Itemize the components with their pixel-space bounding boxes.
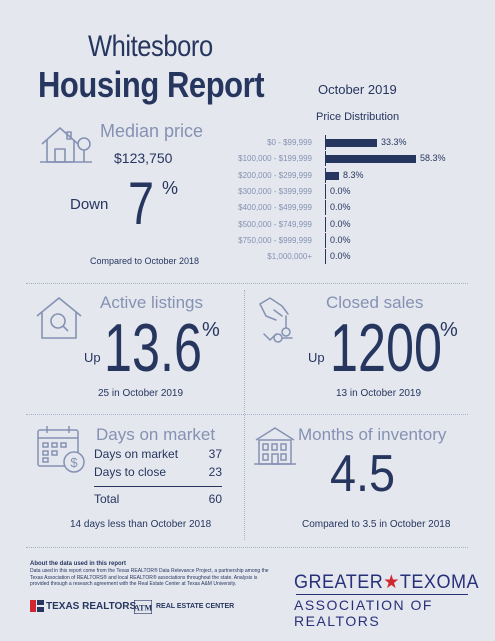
gtx-logo-top: GREATER★TEXOMA — [294, 571, 479, 594]
active-listings-note: 25 in October 2019 — [98, 388, 184, 399]
active-listings-change: 13.6 — [104, 310, 202, 386]
about-data-text: Data used in this report come from the T… — [30, 568, 269, 587]
building-icon — [254, 427, 296, 465]
price-distribution-bar — [326, 155, 416, 164]
texas-am-logo-icon: ATM — [134, 600, 152, 614]
price-distribution-category-label: $1,000,000+ — [267, 252, 312, 262]
median-change-percent-sign: % — [162, 178, 179, 198]
texas-realtors-logo: TEXAS REALTORS — [46, 601, 137, 612]
active-listings-direction: Up — [84, 350, 101, 365]
report-city: Whitesboro — [88, 30, 213, 63]
closed-sales-direction: Up — [308, 350, 325, 365]
dom-row-label: Days to close — [94, 465, 167, 479]
price-distribution-row: $100,000 - $199,999 58.3% — [220, 151, 480, 167]
price-distribution-value-label: 8.3% — [343, 169, 364, 180]
dom-row-value: 37 — [208, 447, 222, 461]
divider-vertical — [244, 290, 245, 540]
dom-row-label: Days on market — [94, 447, 179, 461]
price-distribution-axis-tick — [325, 249, 326, 265]
gtx-logo-texoma: TEXOMA — [399, 572, 479, 593]
price-distribution-axis-tick — [325, 167, 326, 183]
price-distribution-value-label: 58.3% — [420, 153, 446, 164]
price-distribution-value-label: 33.3% — [381, 137, 407, 147]
house-search-icon — [36, 297, 82, 339]
hand-keys-icon — [259, 297, 293, 343]
days-on-market-label: Days on market — [96, 425, 216, 444]
price-distribution-value-label: 0.0% — [330, 202, 351, 213]
price-distribution-category-label: $400,000 - $499,999 — [238, 203, 312, 213]
price-distribution-category-label: $300,000 - $399,999 — [238, 186, 312, 196]
svg-text:$: $ — [70, 455, 78, 470]
dom-total-rule — [94, 486, 222, 487]
months-inventory-label: Months of inventory — [298, 425, 447, 444]
report-month: October 2019 — [318, 82, 397, 97]
days-on-market-note: 14 days less than October 2018 — [70, 519, 212, 530]
price-distribution-row: $1,000,000+ 0.0% — [220, 249, 480, 265]
dom-row: Days on market 37 — [94, 447, 222, 461]
closed-sales-change: 1200 — [330, 310, 442, 386]
closed-sales-percent-sign: % — [440, 319, 458, 341]
price-distribution-axis-tick — [325, 232, 326, 248]
divider-middle — [26, 414, 468, 415]
house-icon — [40, 127, 92, 163]
price-distribution-row: $200,000 - $299,999 8.3% — [220, 167, 480, 183]
dom-row: Days to close 23 — [94, 465, 222, 479]
price-distribution-category-label: $500,000 - $749,999 — [238, 219, 312, 229]
price-distribution-value-label: 0.0% — [330, 185, 351, 196]
svg-text:ATM: ATM — [134, 604, 152, 613]
median-change-number: 7 — [128, 170, 155, 237]
price-distribution-bar — [326, 139, 377, 147]
divider-top — [26, 283, 468, 284]
price-distribution-value-label: 0.0% — [330, 234, 351, 245]
star-icon: ★ — [383, 572, 400, 593]
median-price-label: Median price — [100, 121, 204, 141]
dom-row-value: 23 — [208, 465, 222, 479]
dom-total-label: Total — [94, 492, 120, 506]
gtx-logo-rule — [296, 594, 468, 595]
price-distribution-axis-tick — [325, 151, 326, 167]
price-distribution-row: $400,000 - $499,999 0.0% — [220, 200, 480, 216]
price-distribution-axis-tick — [325, 200, 326, 216]
median-compare-note: Compared to October 2018 — [90, 256, 200, 266]
price-distribution-axis-tick — [325, 216, 326, 232]
gtx-logo-bottom: ASSOCIATION OF REALTORS — [294, 597, 433, 629]
active-listings-label: Active listings — [100, 293, 203, 312]
dom-total-row: Total 60 — [94, 492, 222, 506]
price-distribution-axis-tick — [325, 135, 326, 150]
closed-sales-note: 13 in October 2019 — [336, 388, 422, 399]
price-distribution-row: $300,000 - $399,999 0.0% — [220, 183, 480, 199]
median-price-value: $123,750 — [114, 150, 173, 166]
price-distribution-value-label: 0.0% — [330, 218, 351, 229]
price-distribution-category-label: $200,000 - $299,999 — [238, 170, 312, 180]
texas-realtors-logo-icon — [30, 600, 44, 612]
price-distribution-title: Price Distribution — [316, 111, 400, 123]
active-listings-percent-sign: % — [202, 319, 220, 341]
price-distribution-category-label: $750,000 - $999,999 — [238, 235, 312, 245]
price-distribution-bar — [326, 171, 339, 180]
price-distribution-row: $500,000 - $749,999 0.0% — [220, 216, 480, 232]
price-distribution-category-label: $100,000 - $199,999 — [238, 154, 312, 164]
months-inventory-note: Compared to 3.5 in October 2018 — [302, 519, 451, 530]
price-distribution-row: $750,000 - $999,999 0.0% — [220, 232, 480, 248]
real-estate-center-logo: REAL ESTATE CENTER — [156, 603, 235, 610]
divider-bottom — [26, 547, 468, 548]
report-title: Housing Report — [38, 64, 265, 105]
closed-sales-label: Closed sales — [326, 293, 424, 312]
gtx-logo-greater: GREATER — [294, 572, 384, 593]
price-distribution-axis-tick — [325, 183, 326, 199]
price-distribution-category-label: $0 - $99,999 — [267, 138, 312, 147]
median-change-direction: Down — [70, 196, 109, 213]
price-distribution-value-label: 0.0% — [330, 251, 351, 262]
price-distribution-row: $0 - $99,999 33.3% — [220, 135, 480, 150]
about-data-title: About the data used in this report — [30, 561, 127, 567]
months-inventory-value: 4.5 — [330, 445, 396, 503]
calendar-dollar-icon: $ — [37, 426, 85, 473]
dom-total-value: 60 — [208, 492, 222, 506]
